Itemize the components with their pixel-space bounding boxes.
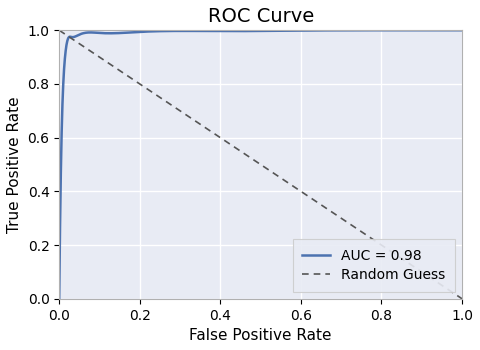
Title: ROC Curve: ROC Curve: [207, 7, 314, 26]
AUC = 0.98: [219, 29, 225, 33]
AUC = 0.98: [97, 31, 103, 35]
Line: AUC = 0.98: AUC = 0.98: [59, 30, 462, 299]
Legend: AUC = 0.98, Random Guess: AUC = 0.98, Random Guess: [292, 239, 455, 292]
X-axis label: False Positive Rate: False Positive Rate: [190, 328, 332, 343]
AUC = 0.98: [56, 297, 62, 301]
AUC = 0.98: [379, 28, 384, 33]
AUC = 0.98: [234, 29, 240, 33]
Y-axis label: True Positive Rate: True Positive Rate: [7, 96, 22, 233]
AUC = 0.98: [371, 28, 376, 33]
AUC = 0.98: [378, 28, 384, 33]
AUC = 0.98: [333, 28, 339, 33]
AUC = 0.98: [459, 28, 465, 33]
